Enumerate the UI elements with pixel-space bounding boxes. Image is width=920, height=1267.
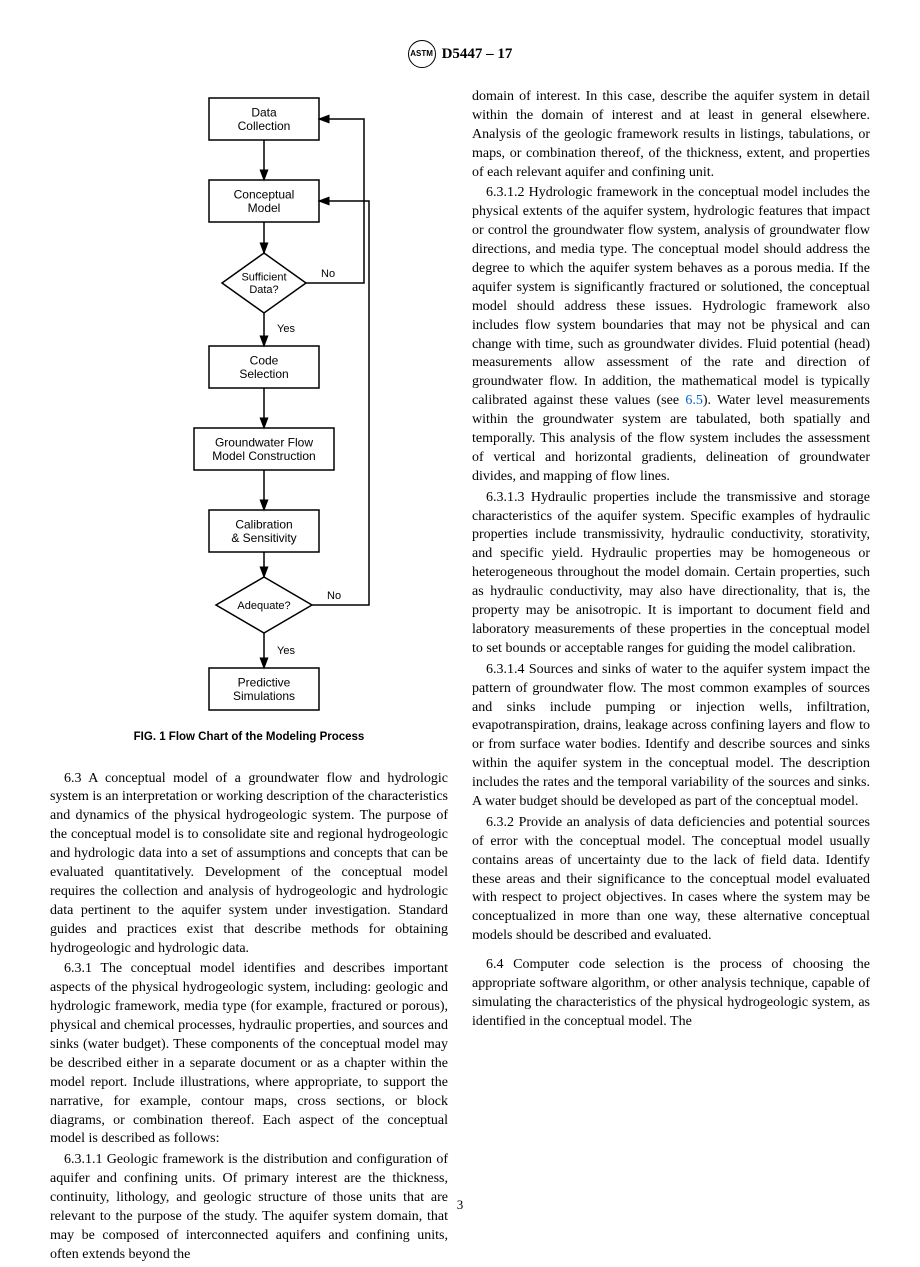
figure-caption: FIG. 1 Flow Chart of the Modeling Proces…	[50, 730, 448, 746]
svg-text:Calibration& Sensitivity: Calibration& Sensitivity	[231, 517, 296, 545]
astm-logo-icon: ASTM	[408, 40, 436, 68]
paragraph: 6.3.1 The conceptual model identifies an…	[50, 960, 448, 1149]
page-number: 3	[0, 1196, 920, 1214]
left-body-text: 6.3 A conceptual model of a groundwater …	[50, 770, 448, 1265]
paragraph: 6.3.1.3 Hydraulic properties include the…	[472, 489, 870, 659]
paragraph: 6.3.2 Provide an analysis of data defici…	[472, 814, 870, 946]
svg-text:Groundwater FlowModel Construc: Groundwater FlowModel Construction	[212, 435, 315, 463]
cross-reference[interactable]: 6.5	[685, 393, 703, 408]
doc-id: D5447 – 17	[442, 44, 513, 64]
svg-text:No: No	[321, 268, 335, 280]
content-columns: DataCollectionConceptualModelSufficientD…	[50, 88, 870, 1267]
svg-text:No: No	[327, 590, 341, 602]
page-header: ASTM D5447 – 17	[50, 40, 870, 68]
flowchart-diagram: DataCollectionConceptualModelSufficientD…	[109, 88, 389, 718]
left-column: DataCollectionConceptualModelSufficientD…	[50, 88, 448, 1267]
svg-text:Yes: Yes	[277, 645, 295, 657]
svg-text:Adequate?: Adequate?	[237, 600, 290, 612]
paragraph: 6.4 Computer code selection is the proce…	[472, 956, 870, 1032]
right-column: domain of interest. In this case, descri…	[472, 88, 870, 1267]
svg-text:PredictiveSimulations: PredictiveSimulations	[233, 675, 295, 703]
paragraph: 6.3 A conceptual model of a groundwater …	[50, 770, 448, 959]
paragraph: 6.3.1.2 Hydrologic framework in the conc…	[472, 184, 870, 486]
paragraph: domain of interest. In this case, descri…	[472, 88, 870, 182]
right-body-text: domain of interest. In this case, descri…	[472, 88, 870, 1032]
paragraph: 6.3.1.4 Sources and sinks of water to th…	[472, 661, 870, 812]
svg-text:Yes: Yes	[277, 323, 295, 335]
